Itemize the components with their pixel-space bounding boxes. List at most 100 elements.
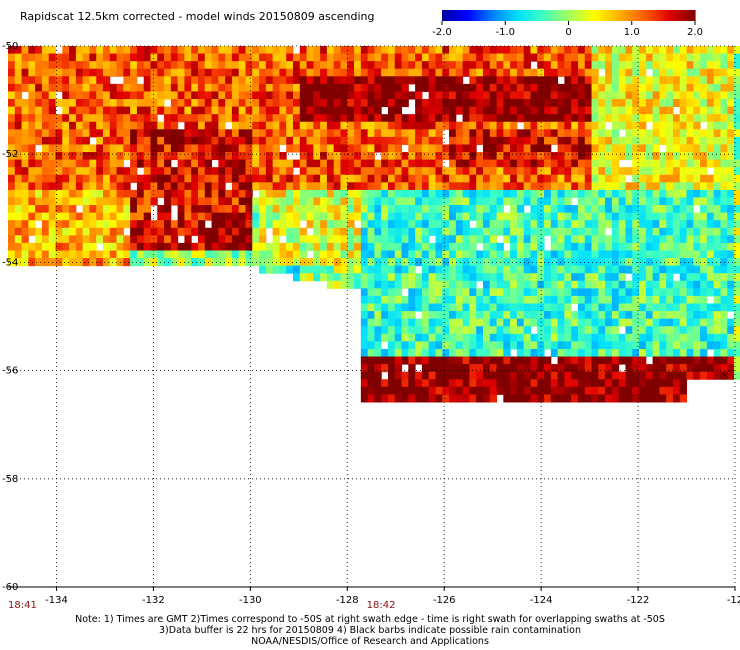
heatmap-cell [550,152,559,161]
heatmap-cell [679,303,688,312]
heatmap-cell [48,68,56,77]
heatmap-cell [130,205,138,214]
heatmap-cell [625,205,633,214]
heatmap-cell [394,258,403,267]
heatmap-cell [564,371,572,380]
heatmap-cell [225,152,233,161]
heatmap-cell [225,212,233,221]
heatmap-cell [449,61,457,70]
heatmap-cell [381,46,389,55]
colorbar-segment [486,10,489,21]
heatmap-cell [537,288,545,297]
heatmap-cell [713,273,721,282]
heatmap-cell [415,129,423,138]
heatmap-cell [292,53,301,62]
heatmap-cell [245,114,253,123]
heatmap-cell [672,295,681,305]
heatmap-cell [577,159,586,168]
heatmap-cell [713,83,721,92]
heatmap-cell [706,83,715,92]
heatmap-cell [482,76,491,85]
heatmap-cell [706,197,715,206]
heatmap-cell [231,106,240,115]
heatmap-cell [734,83,740,92]
heatmap-cell [225,235,233,244]
heatmap-cell [686,114,694,123]
heatmap-cell [435,174,443,183]
heatmap-cell [69,220,77,229]
heatmap-cell [449,136,457,145]
heatmap-cell [130,91,138,100]
heatmap-cell [489,197,498,206]
heatmap-cell [618,76,626,85]
heatmap-cell [584,68,593,77]
heatmap-cell [571,136,579,145]
colorbar-segment [498,10,502,21]
heatmap-cell [387,364,396,373]
heatmap-cell [666,144,674,153]
heatmap-cell [184,144,192,153]
heatmap-cell [591,364,599,373]
heatmap-cell [455,189,464,198]
heatmap-cell [130,258,138,267]
heatmap-cell [333,46,341,55]
heatmap-cell [442,167,450,176]
heatmap-cell [21,242,29,251]
heatmap-cell [598,364,606,373]
heatmap-cell [55,61,63,70]
heatmap-cell [659,250,667,259]
heatmap-cell [320,53,328,62]
heatmap-cell [428,250,436,259]
heatmap-cell [672,333,681,342]
heatmap-cell [157,99,165,108]
heatmap-cell [672,189,681,198]
heatmap-cell [557,356,565,365]
heatmap-cell [577,61,586,70]
heatmap-cell [489,220,498,229]
heatmap-cell [618,379,626,388]
heatmap-cell [333,197,341,206]
heatmap-cell [727,76,735,85]
heatmap-cell [381,197,389,206]
heatmap-cell [381,273,389,282]
heatmap-cell [218,76,226,85]
heatmap-cell [360,144,369,153]
heatmap-cell [713,288,721,297]
heatmap-cell [28,53,36,62]
heatmap-cell [449,76,457,85]
heatmap-cell [639,76,647,85]
heatmap-cell [48,46,56,55]
heatmap-cell [41,129,50,138]
heatmap-cell [306,129,314,138]
heatmap-cell [21,159,29,168]
heatmap-cell [686,83,694,92]
heatmap-cell [489,189,498,198]
heatmap-cell [225,53,233,62]
heatmap-cell [272,167,280,176]
heatmap-cell [557,174,565,183]
heatmap-cell [252,114,260,123]
heatmap-cell [75,136,84,145]
heatmap-cell [299,114,308,123]
heatmap-cell [666,167,674,176]
heatmap-cell [292,159,301,168]
heatmap-cell [469,144,477,153]
heatmap-cell [449,220,457,229]
heatmap-cell [82,53,90,62]
heatmap-cell [577,273,586,282]
heatmap-cell [259,53,267,62]
heatmap-cell [618,250,626,259]
heatmap-cell [313,76,321,85]
heatmap-cell [442,205,450,214]
heatmap-cell [21,189,29,198]
heatmap-cell [82,197,90,206]
heatmap-cell [394,242,403,251]
heatmap-cell [713,341,721,350]
heatmap-cell [550,212,559,221]
heatmap-cell [130,106,138,115]
heatmap-cell [292,189,301,198]
heatmap-cell [645,242,654,251]
heatmap-cell [550,341,559,350]
heatmap-cell [116,197,124,206]
heatmap-cell [727,288,735,297]
